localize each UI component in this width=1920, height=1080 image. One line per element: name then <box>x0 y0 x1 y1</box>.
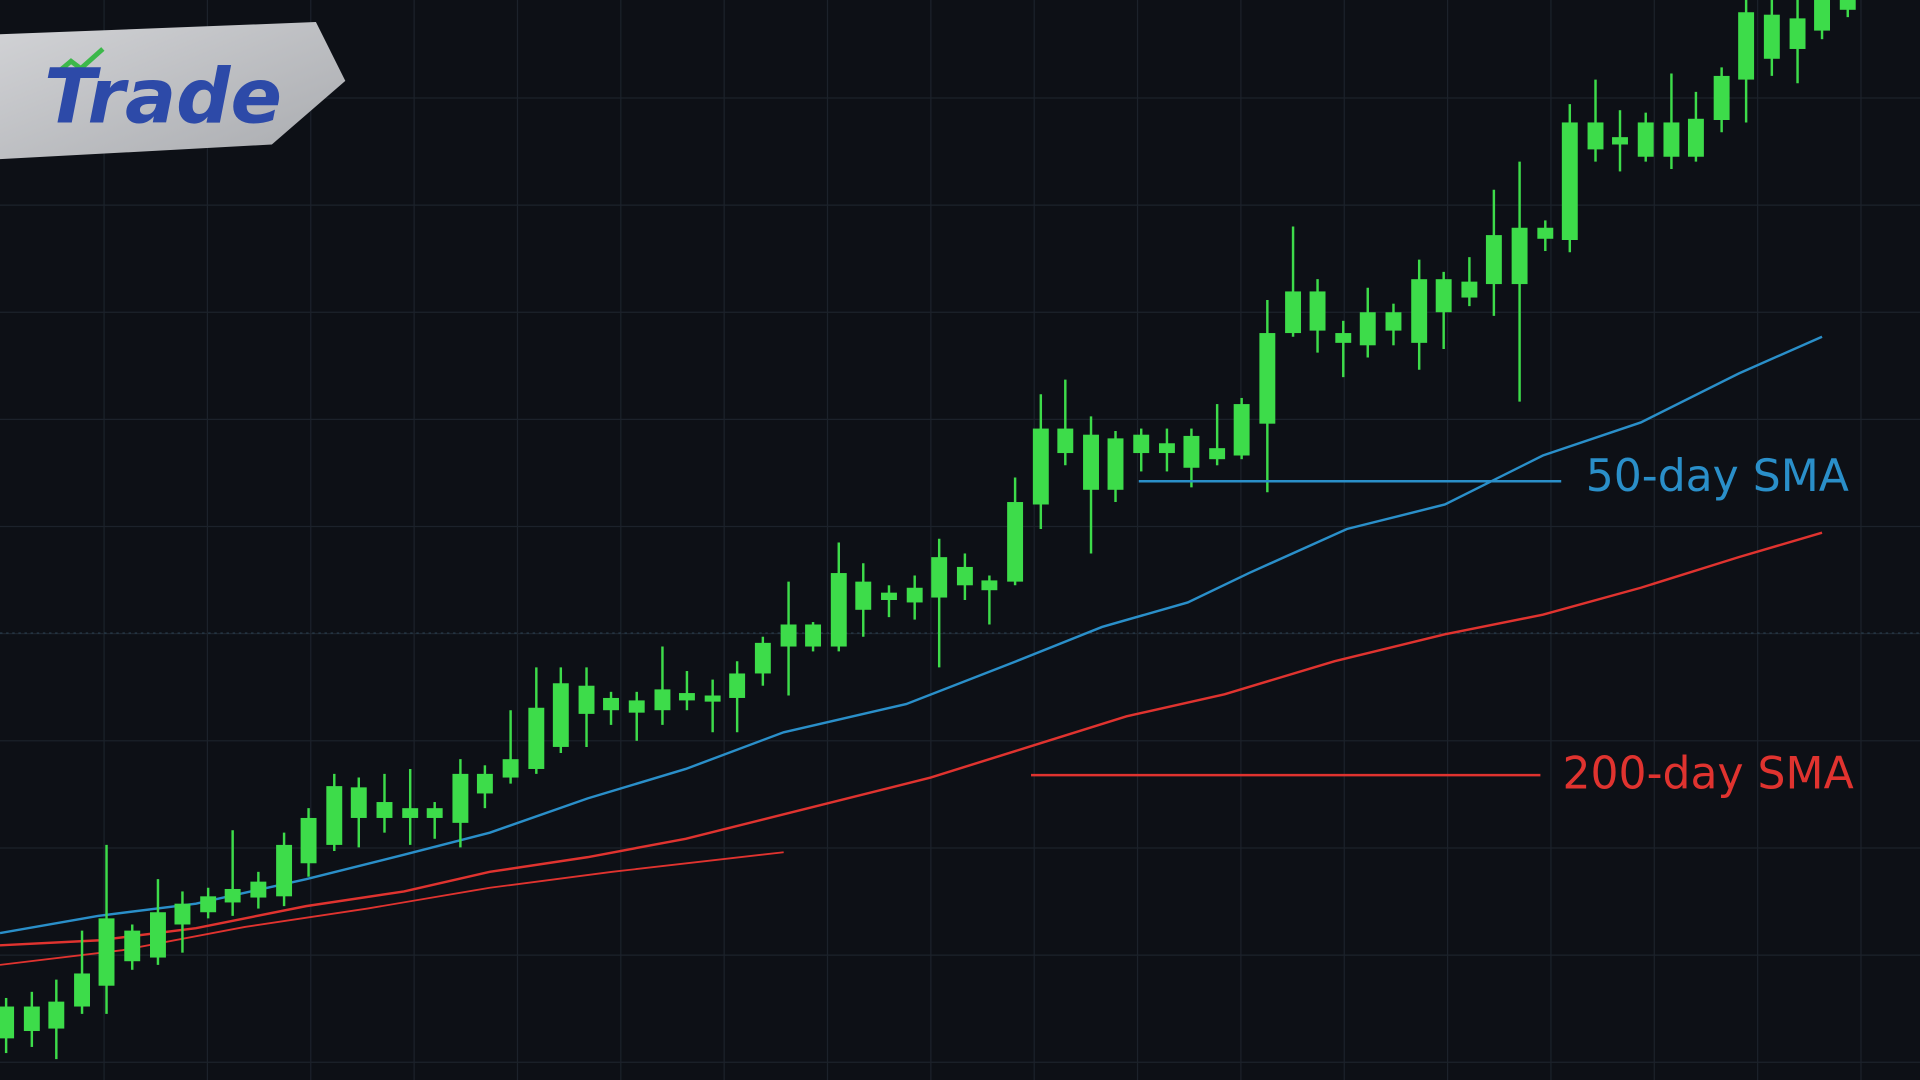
candle-body <box>1335 333 1352 343</box>
candle-body <box>1209 448 1226 460</box>
candle-body <box>855 581 872 610</box>
candle-body <box>678 693 695 701</box>
candle-body <box>552 683 569 747</box>
sma-label: 200-day SMA <box>1562 748 1853 799</box>
candle-body <box>1612 137 1628 145</box>
candle-body <box>1359 312 1376 346</box>
candle-body <box>1738 12 1755 80</box>
candle-body <box>906 587 923 603</box>
candle-body <box>780 624 797 647</box>
candle-body <box>1485 235 1502 285</box>
sma-line <box>0 851 784 966</box>
candle-body <box>1032 428 1049 505</box>
candle-body <box>1183 435 1200 468</box>
candle-body <box>603 697 619 711</box>
candle-body <box>1763 14 1780 59</box>
candle-body <box>150 912 166 958</box>
candle-body <box>1511 227 1528 285</box>
candle-body <box>956 566 973 586</box>
logo: Trade <box>0 22 346 160</box>
candle-body <box>1057 428 1074 454</box>
candle-body <box>402 808 419 818</box>
candle-body <box>326 786 343 845</box>
candle-body <box>250 881 267 898</box>
candle-body <box>805 624 822 647</box>
candle-body <box>350 787 367 818</box>
candle-body <box>1687 118 1704 157</box>
candle-body <box>1839 0 1856 10</box>
candle-body <box>476 773 493 794</box>
candle-body <box>528 707 545 769</box>
candle-body <box>830 573 847 647</box>
candle-body <box>452 773 469 823</box>
candle-body <box>931 557 948 598</box>
sma-label: 50-day SMA <box>1586 451 1849 502</box>
candle-body <box>276 844 293 897</box>
candle-body <box>98 918 115 986</box>
logo-banner <box>0 22 346 160</box>
candle-body <box>376 802 393 818</box>
candle-body <box>729 673 746 698</box>
candle-body <box>754 642 771 674</box>
moving-averages <box>0 335 1823 966</box>
candle-body <box>704 695 721 702</box>
logo-text: Trade <box>44 52 282 140</box>
candle-body <box>1007 502 1024 582</box>
sma-line <box>0 531 1823 947</box>
candle-body <box>1537 227 1554 239</box>
candle-body <box>426 808 443 818</box>
candle-body <box>1461 281 1478 298</box>
candle-body <box>1713 75 1730 120</box>
candle-body <box>1107 438 1124 490</box>
candles <box>0 0 1856 1060</box>
candle-body <box>1158 443 1175 454</box>
candle-body <box>654 689 671 711</box>
candle-body <box>1385 312 1402 331</box>
candle-body <box>1285 291 1302 334</box>
candle-body <box>502 759 519 778</box>
candle-body <box>74 973 90 1007</box>
candle-body <box>1411 279 1428 343</box>
candle-body <box>1789 18 1806 49</box>
candle-body <box>628 700 645 713</box>
candle-body <box>1814 0 1830 31</box>
candle-body <box>1663 122 1680 157</box>
candle-body <box>300 817 317 864</box>
candle-body <box>578 685 595 714</box>
candle-body <box>0 1006 15 1039</box>
candle-body <box>1259 333 1276 424</box>
candle-body <box>200 896 217 913</box>
sma-line <box>0 335 1823 935</box>
candle-body <box>1233 404 1250 456</box>
candle-body <box>48 1001 65 1029</box>
logo-icon <box>54 47 105 76</box>
candle-body <box>981 580 998 591</box>
candle-body <box>1083 434 1099 490</box>
candle-body <box>224 888 241 903</box>
candle-body <box>1133 434 1150 454</box>
candle-body <box>881 592 897 600</box>
candle-body <box>1309 291 1326 331</box>
candle-body <box>1435 279 1452 313</box>
candle-body <box>1561 122 1578 240</box>
candle-body <box>23 1006 40 1032</box>
candle-body <box>124 930 141 962</box>
candle-body <box>1587 122 1604 150</box>
candle-body <box>174 903 191 925</box>
candle-body <box>1637 122 1654 157</box>
